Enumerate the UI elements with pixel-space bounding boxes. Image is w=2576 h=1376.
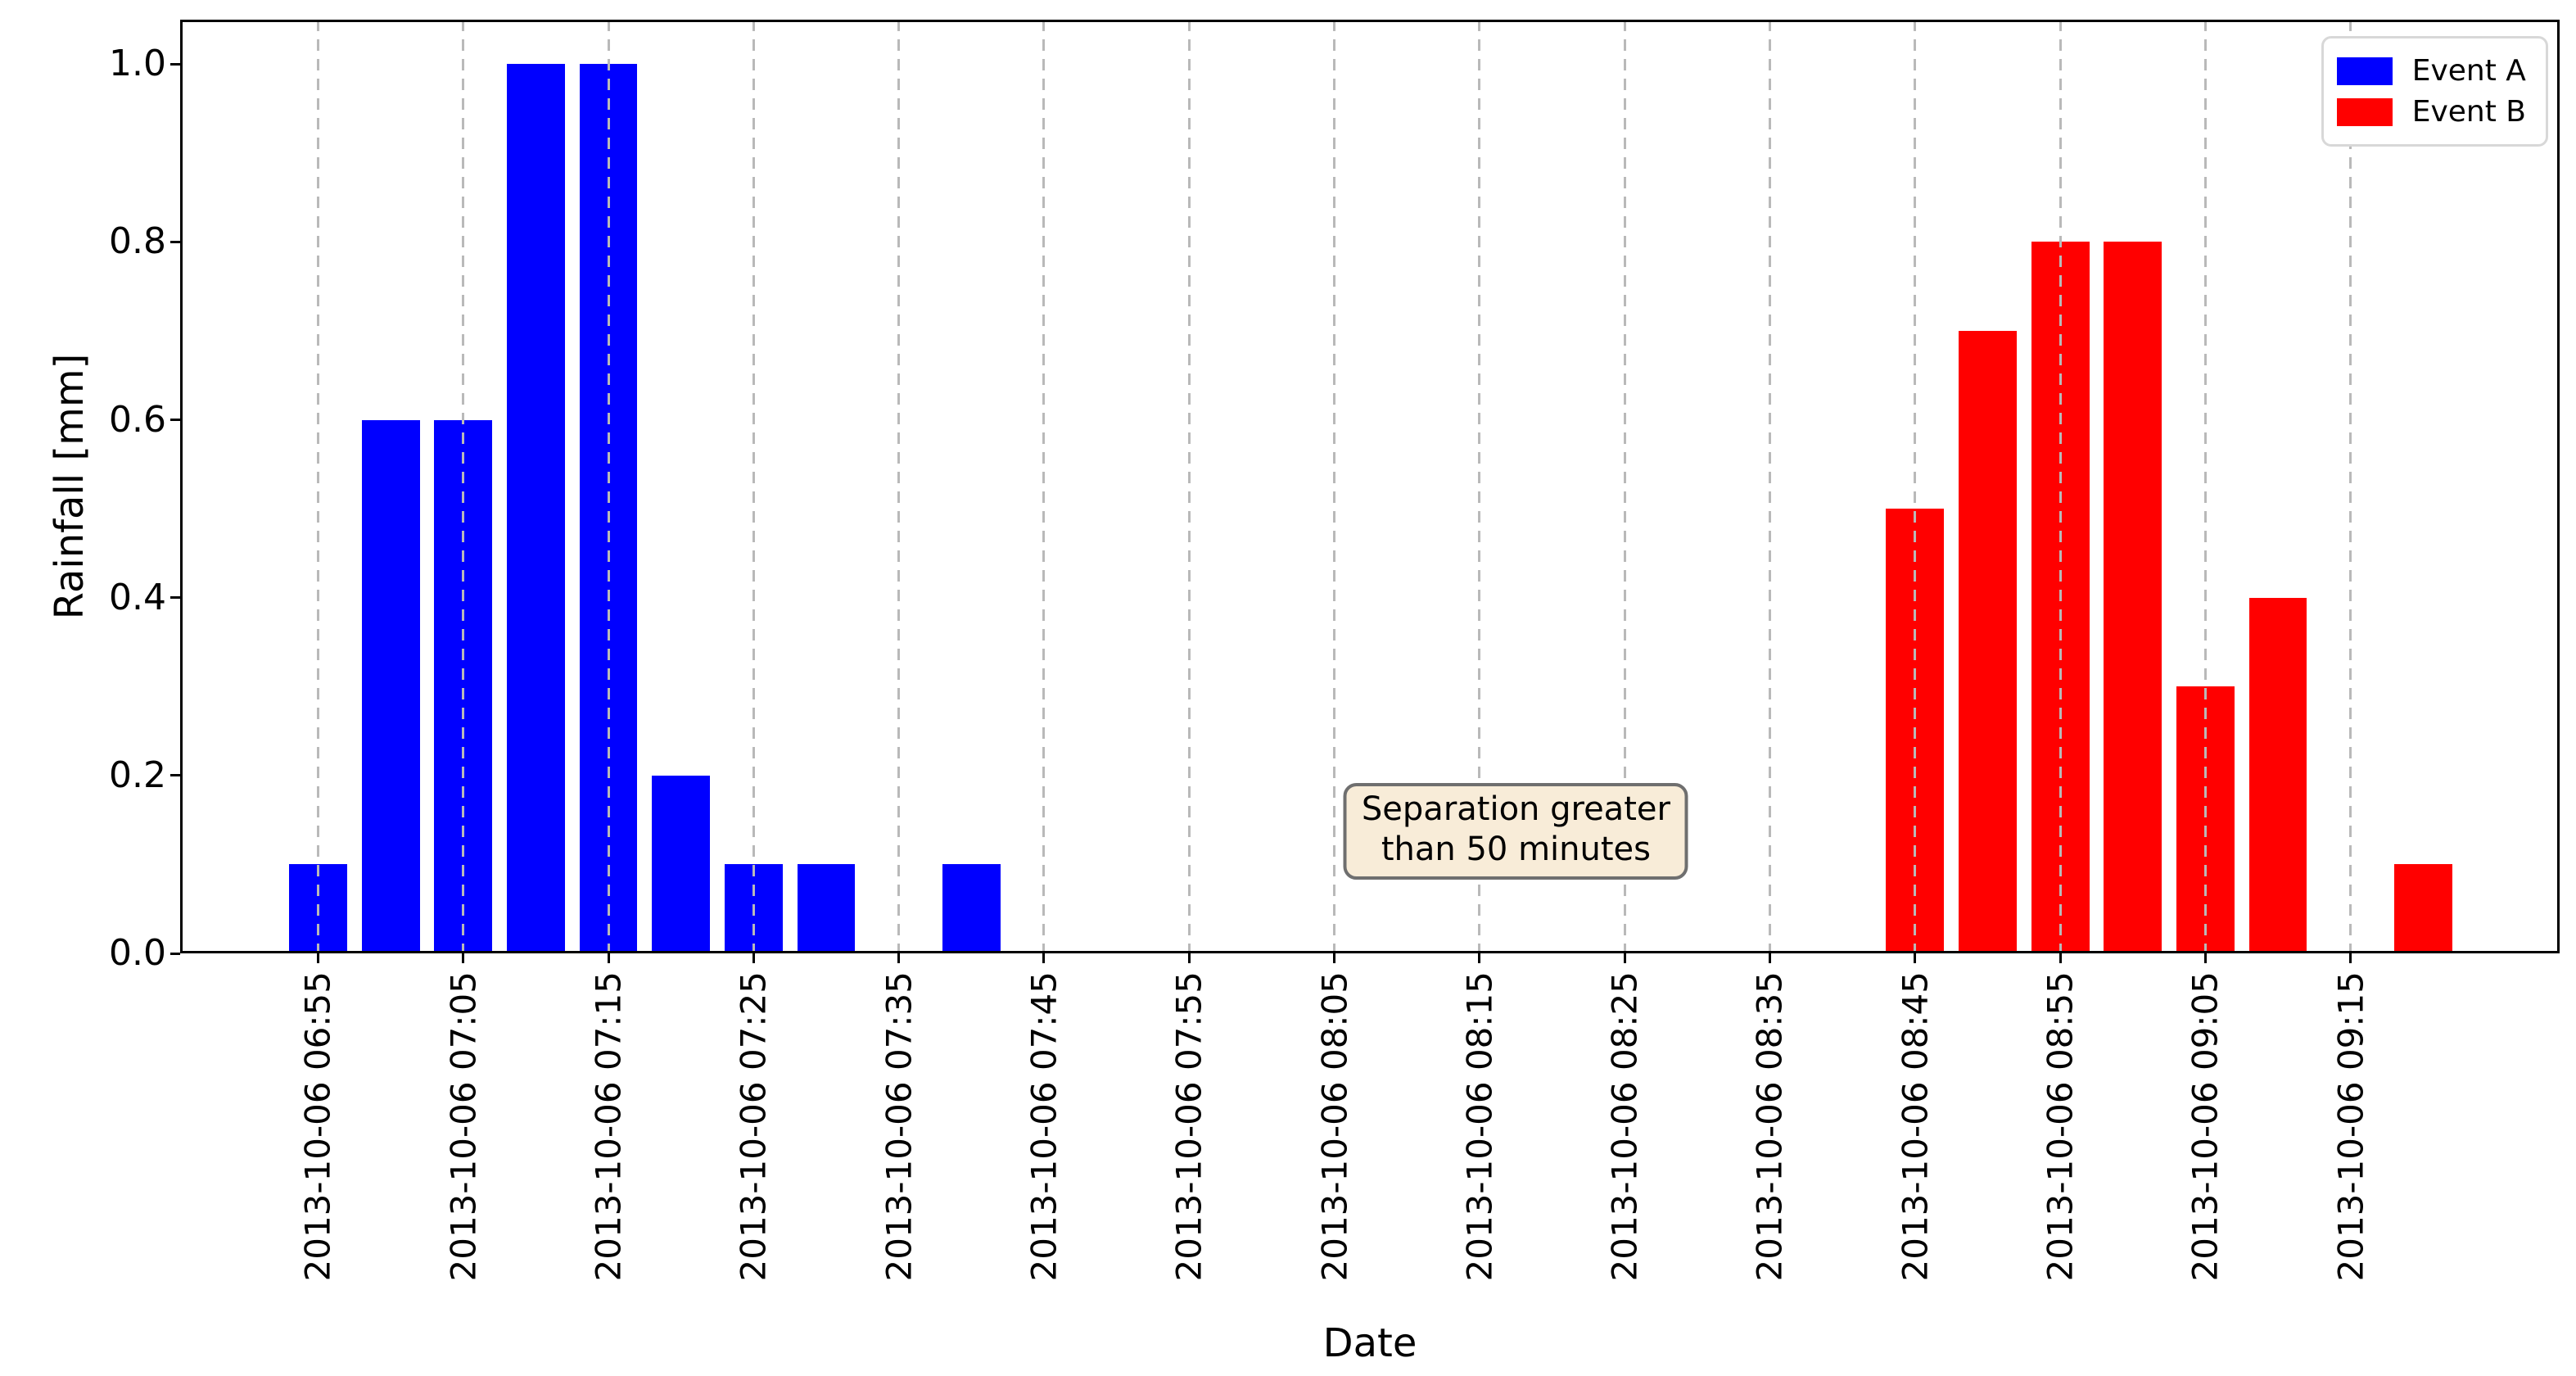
x-tick-label: 2013-10-06 09:15 — [2330, 971, 2371, 1282]
x-tick-label: 2013-10-06 08:15 — [1459, 971, 1500, 1282]
bar-event-b — [2176, 686, 2235, 953]
y-axis-line — [180, 20, 183, 953]
x-axis-line — [180, 951, 2560, 953]
bar-event-b — [1886, 509, 1945, 953]
x-tick-label: 2013-10-06 08:05 — [1314, 971, 1355, 1282]
x-tick-label: 2013-10-06 08:25 — [1604, 971, 1645, 1282]
bar-event-a — [434, 419, 493, 953]
legend-label: Event A — [2411, 54, 2526, 88]
bar-event-b — [2104, 242, 2162, 953]
right-spine — [2557, 20, 2560, 953]
bar-event-b — [2248, 597, 2307, 953]
x-tick-mark — [2059, 953, 2062, 963]
x-tick-mark — [1333, 953, 1336, 963]
bar-event-a — [652, 775, 711, 953]
bar-event-a — [506, 64, 565, 953]
x-tick-label: 2013-10-06 07:35 — [879, 971, 920, 1282]
x-tick-label: 2013-10-06 09:05 — [2185, 971, 2226, 1282]
annotation-line-1: Separation greater — [1361, 790, 1670, 829]
bar-event-a — [361, 419, 420, 953]
y-tick-label: 0.2 — [109, 754, 166, 796]
y-tick-mark — [170, 952, 180, 955]
x-tick-mark — [607, 953, 610, 963]
x-tick-label: 2013-10-06 07:55 — [1168, 971, 1209, 1282]
y-tick-mark — [170, 774, 180, 777]
x-tick-mark — [2349, 953, 2352, 963]
x-tick-mark — [1042, 953, 1046, 963]
x-tick-label: 2013-10-06 07:05 — [443, 971, 484, 1282]
x-tick-label: 2013-10-06 07:45 — [1024, 971, 1064, 1282]
x-tick-mark — [1914, 953, 1917, 963]
y-tick-mark — [170, 240, 180, 243]
legend: Event A Event B — [2321, 36, 2548, 147]
legend-row: Event A — [2336, 54, 2526, 88]
legend-swatch-event-b — [2336, 97, 2393, 126]
bar-event-a — [288, 864, 347, 953]
x-tick-label: 2013-10-06 08:35 — [1749, 971, 1790, 1282]
x-tick-mark — [897, 953, 901, 963]
bar-event-b — [2031, 242, 2090, 953]
y-tick-label: 0.4 — [109, 576, 166, 618]
x-axis-title: Date — [1322, 1320, 1417, 1366]
legend-row: Event B — [2336, 95, 2526, 129]
x-tick-label: 2013-10-06 08:45 — [1895, 971, 1936, 1282]
x-tick-mark — [752, 953, 755, 963]
x-tick-label: 2013-10-06 08:55 — [2040, 971, 2081, 1282]
bar-event-b — [2393, 864, 2452, 953]
bar-event-a — [579, 64, 638, 953]
plot-area: Separation greater than 50 minutes Event… — [180, 20, 2560, 953]
top-spine — [180, 20, 2560, 22]
x-tick-label: 2013-10-06 07:15 — [588, 971, 629, 1282]
x-tick-mark — [1187, 953, 1191, 963]
separation-annotation: Separation greater than 50 minutes — [1343, 783, 1688, 880]
bar-event-a — [797, 864, 856, 953]
y-tick-mark — [170, 596, 180, 600]
annotation-line-2: than 50 minutes — [1381, 831, 1651, 869]
bar-event-a — [942, 864, 1001, 953]
y-tick-label: 0.0 — [109, 932, 166, 974]
x-tick-mark — [1768, 953, 1771, 963]
legend-label: Event B — [2411, 95, 2526, 129]
y-tick-label: 0.6 — [109, 398, 166, 441]
y-tick-mark — [170, 62, 180, 66]
legend-swatch-event-a — [2336, 57, 2393, 85]
x-tick-mark — [316, 953, 319, 963]
y-tick-label: 0.8 — [109, 220, 166, 263]
x-tick-label: 2013-10-06 06:55 — [297, 971, 338, 1282]
x-tick-mark — [1478, 953, 1481, 963]
bar-event-b — [1958, 331, 2017, 953]
x-tick-mark — [1623, 953, 1626, 963]
y-tick-mark — [170, 419, 180, 422]
x-tick-mark — [2203, 953, 2207, 963]
x-tick-label: 2013-10-06 07:25 — [733, 971, 774, 1282]
bar-event-a — [724, 864, 783, 953]
y-tick-label: 1.0 — [109, 43, 166, 85]
x-tick-mark — [462, 953, 465, 963]
